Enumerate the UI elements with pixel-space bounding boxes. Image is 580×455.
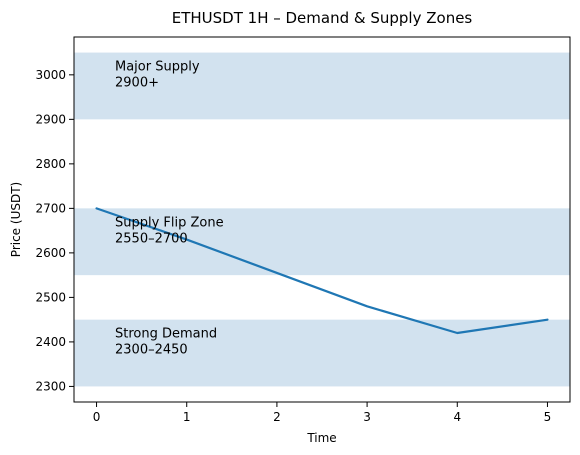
y-tick-label: 2700 [35,201,66,215]
x-tick-label: 0 [93,410,101,424]
y-axis-label: Price (USDT) [9,182,23,257]
zone-band [74,319,570,387]
zone-name-label: Major Supply [115,60,200,75]
x-tick-label: 4 [453,410,461,424]
zone-range-label: 2900+ [115,76,159,91]
y-tick-label: 2500 [35,290,66,304]
zone-band [74,208,570,276]
y-tick-label: 2600 [35,246,66,260]
y-tick-label: 2800 [35,157,66,171]
y-tick-label: 3000 [35,68,66,82]
zone-range-label: 2550–2700 [115,231,188,246]
x-axis-ticks: 0 1 2 3 4 5 [93,402,552,424]
x-tick-label: 1 [183,410,191,424]
y-axis-ticks: 2300 2400 2500 2600 2700 2800 2900 3000 [35,68,74,393]
x-axis-label: Time [306,431,336,445]
x-tick-label: 2 [273,410,281,424]
zone-range-label: 2300–2450 [115,343,188,358]
zones-layer [74,52,570,387]
series-layer [95,207,549,335]
zone-name-label: Supply Flip Zone [115,215,224,230]
series-line [95,207,549,335]
plot-frame [73,36,571,403]
zone-band [74,52,570,120]
y-tick-label: 2400 [35,335,66,349]
y-tick-label: 2900 [35,112,66,126]
zone-name-label: Strong Demand [115,327,217,342]
chart-title: ETHUSDT 1H – Demand & Supply Zones [172,9,473,27]
x-tick-label: 3 [363,410,371,424]
x-tick-label: 5 [544,410,552,424]
y-tick-label: 2300 [35,379,66,393]
